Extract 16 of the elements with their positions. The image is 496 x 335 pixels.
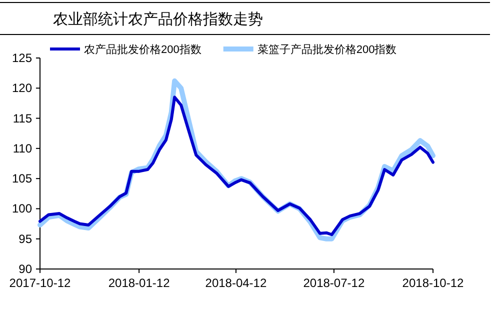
y-tick-label: 125 xyxy=(12,51,32,65)
legend-label: 菜篮子产品批发价格200指数 xyxy=(257,43,397,56)
x-tick-label: 2018-10-12 xyxy=(402,276,464,290)
y-tick-label: 95 xyxy=(18,232,32,246)
chart-title: 农业部统计农产品价格指数走势 xyxy=(53,11,263,28)
x-tick-label: 2018-01-12 xyxy=(108,276,170,290)
x-tick-label: 2017-10-12 xyxy=(9,276,72,290)
x-tick-label: 2018-07-12 xyxy=(303,276,365,290)
x-tick-label: 2018-04-12 xyxy=(205,276,267,290)
legend-label: 农产品批发价格200指数 xyxy=(84,43,202,56)
y-tick-label: 90 xyxy=(18,262,32,276)
y-tick-label: 115 xyxy=(12,111,32,126)
y-tick-label: 105 xyxy=(12,172,32,186)
y-tick-label: 100 xyxy=(12,202,32,216)
y-tick-label: 120 xyxy=(12,81,32,96)
y-tick-label: 110 xyxy=(12,141,32,156)
